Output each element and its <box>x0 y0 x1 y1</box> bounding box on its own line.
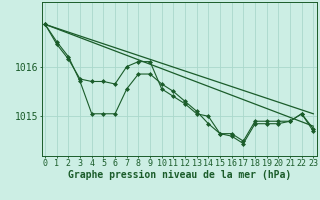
X-axis label: Graphe pression niveau de la mer (hPa): Graphe pression niveau de la mer (hPa) <box>68 170 291 180</box>
